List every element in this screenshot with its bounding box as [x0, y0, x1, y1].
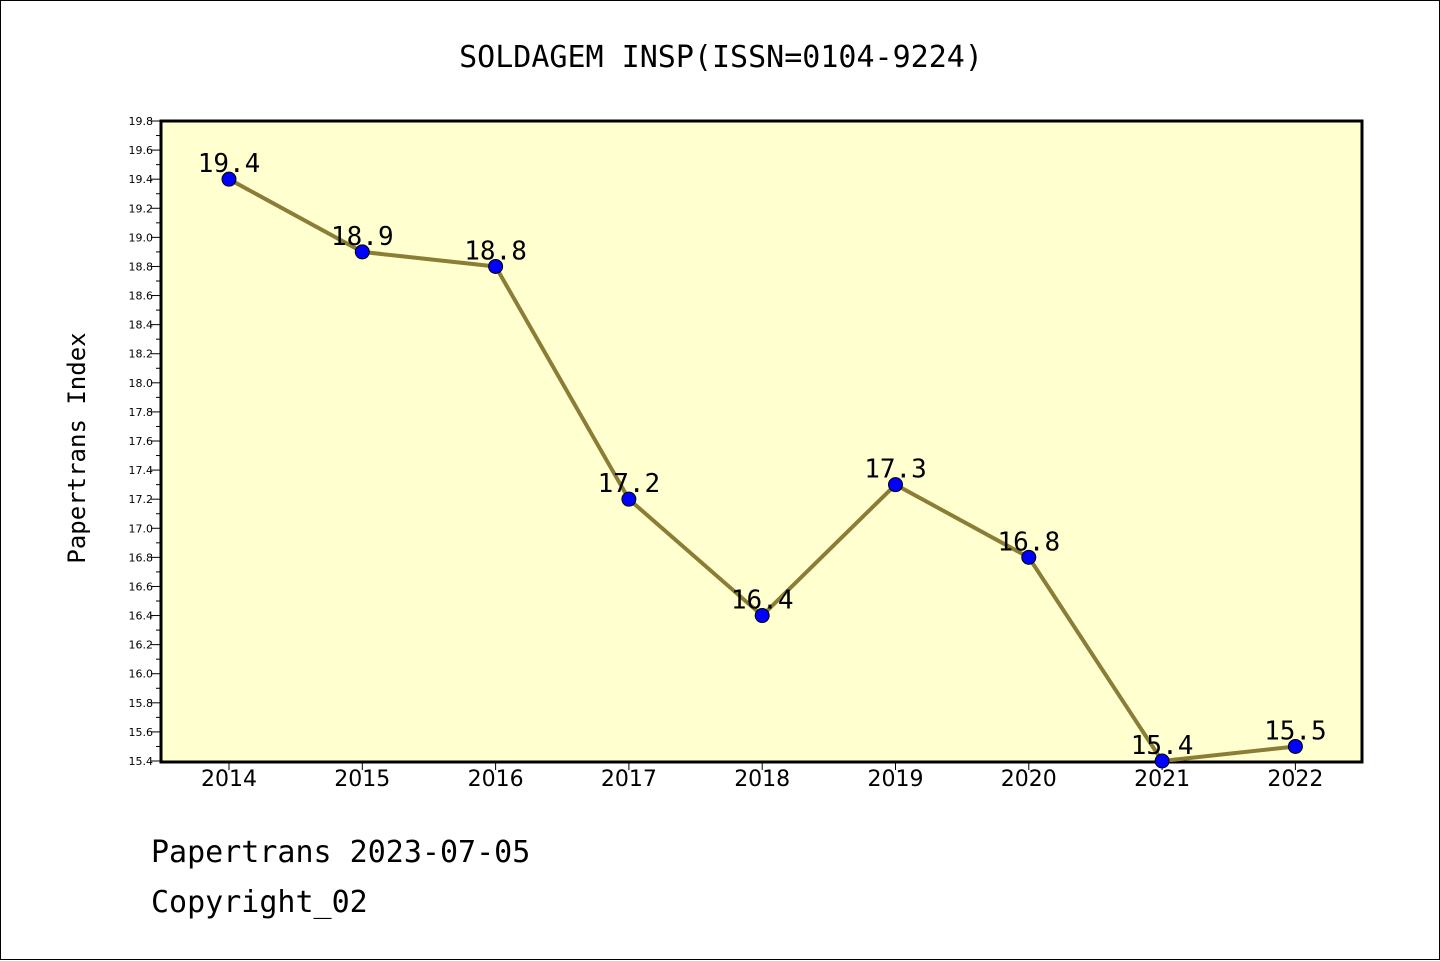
- data-label: 16.4: [731, 586, 794, 616]
- data-label: 16.8: [997, 527, 1060, 557]
- data-markers: [221, 171, 1303, 769]
- y-tick-label: 15.8: [129, 697, 154, 710]
- footer-date: Papertrans 2023-07-05: [151, 835, 531, 870]
- y-tick-label: 18.6: [129, 290, 154, 303]
- y-tick-label: 16.2: [129, 639, 154, 652]
- y-axis-ticks: 15.4 15.6 15.8 16.0 16.2 16.4 16.6 16.8 17.0 17.2…: [129, 115, 161, 768]
- data-point: [1021, 549, 1037, 565]
- x-tick-label: 2019: [868, 767, 924, 792]
- data-point: [888, 477, 903, 493]
- y-tick-label: 18.4: [129, 319, 154, 332]
- y-tick-label: 19.6: [129, 144, 154, 157]
- y-tick-label: 17.2: [129, 493, 154, 506]
- plot-area: [159, 119, 1364, 764]
- y-tick-label: 16.4: [129, 610, 154, 623]
- y-tick-label: 15.4: [129, 755, 154, 768]
- data-point: [354, 244, 370, 260]
- x-tick-label: 2021: [1134, 767, 1190, 792]
- y-tick-label: 19.4: [129, 173, 154, 186]
- data-point: [621, 491, 637, 507]
- data-point: [1154, 753, 1170, 769]
- y-tick-label: 18.0: [129, 377, 154, 390]
- y-tick-label: 17.8: [129, 406, 154, 419]
- footer-copyright: Copyright_02: [151, 885, 368, 920]
- y-tick-label: 16.8: [129, 551, 154, 564]
- data-label: 18.8: [464, 236, 527, 266]
- x-tick-label: 2016: [468, 767, 524, 792]
- y-tick-label: 19.0: [129, 231, 154, 244]
- x-tick-label: 2017: [601, 767, 657, 792]
- data-labels: 19.4 18.9 18.8 17.2 16.4 17.3 16.8 15.4 15.5: [198, 149, 1327, 761]
- x-tick-label: 2018: [734, 767, 790, 792]
- y-tick-label: 19.8: [129, 115, 154, 128]
- chart-title: SOLDAGEM INSP(ISSN=0104-9224): [459, 40, 983, 75]
- x-tick-label: 2014: [201, 767, 257, 792]
- data-point: [488, 258, 504, 274]
- x-tick-label: 2020: [1001, 767, 1057, 792]
- data-label: 15.5: [1264, 716, 1327, 746]
- data-label: 17.3: [864, 455, 927, 485]
- x-tick-label: 2015: [334, 767, 390, 792]
- x-axis-ticks: 2014 2015 2016 2017 2018 2019 2020 2021 2022: [201, 762, 1323, 792]
- x-tick-label: 2022: [1267, 767, 1323, 792]
- y-tick-label: 16.0: [129, 668, 154, 681]
- y-tick-label: 18.2: [129, 348, 154, 361]
- y-tick-label: 17.0: [129, 522, 154, 535]
- y-tick-label: 16.6: [129, 580, 154, 593]
- y-tick-label: 19.2: [129, 202, 154, 215]
- data-point: [1287, 738, 1303, 754]
- data-label: 18.9: [331, 222, 394, 252]
- y-tick-label: 17.4: [129, 464, 154, 477]
- y-axis-label: Papertrans Index: [63, 332, 91, 563]
- data-point: [754, 608, 770, 624]
- data-label: 15.4: [1131, 731, 1194, 761]
- data-label: 17.2: [598, 469, 661, 499]
- y-tick-label: 15.6: [129, 726, 154, 739]
- y-tick-label: 17.6: [129, 435, 154, 448]
- data-label: 19.4: [198, 149, 261, 179]
- y-tick-label: 18.8: [129, 260, 154, 273]
- data-point: [221, 171, 237, 187]
